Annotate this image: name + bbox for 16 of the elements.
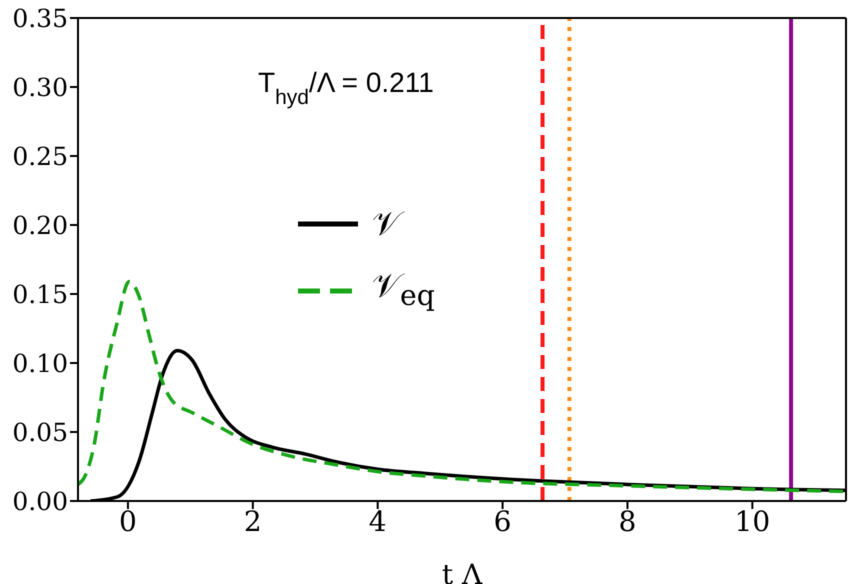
x-tick-label: 6 [494, 504, 512, 538]
x-tick-label: 2 [244, 504, 262, 538]
y-tick-label: 0.10 [12, 348, 68, 378]
y-tick-label: 0.20 [12, 210, 68, 240]
legend-label: 𝒱$_{eq}$ [372, 265, 435, 314]
x-tick-label: 8 [618, 504, 636, 538]
y-tick-label: 0.00 [12, 486, 68, 516]
y-tick-label: 0.35 [12, 4, 68, 33]
annotation: T$_{hyd}$/Λ = 0.211 [258, 67, 434, 108]
y-tick-label: 0.15 [12, 280, 68, 309]
y-tick-label: 0.25 [12, 142, 68, 171]
x-tick-label: 4 [368, 504, 387, 538]
y-tick-label: 0.30 [12, 72, 68, 102]
x-tick-label: 10 [734, 504, 770, 538]
x-tick-label: 0 [119, 504, 137, 538]
y-tick-label: 0.05 [12, 418, 68, 447]
